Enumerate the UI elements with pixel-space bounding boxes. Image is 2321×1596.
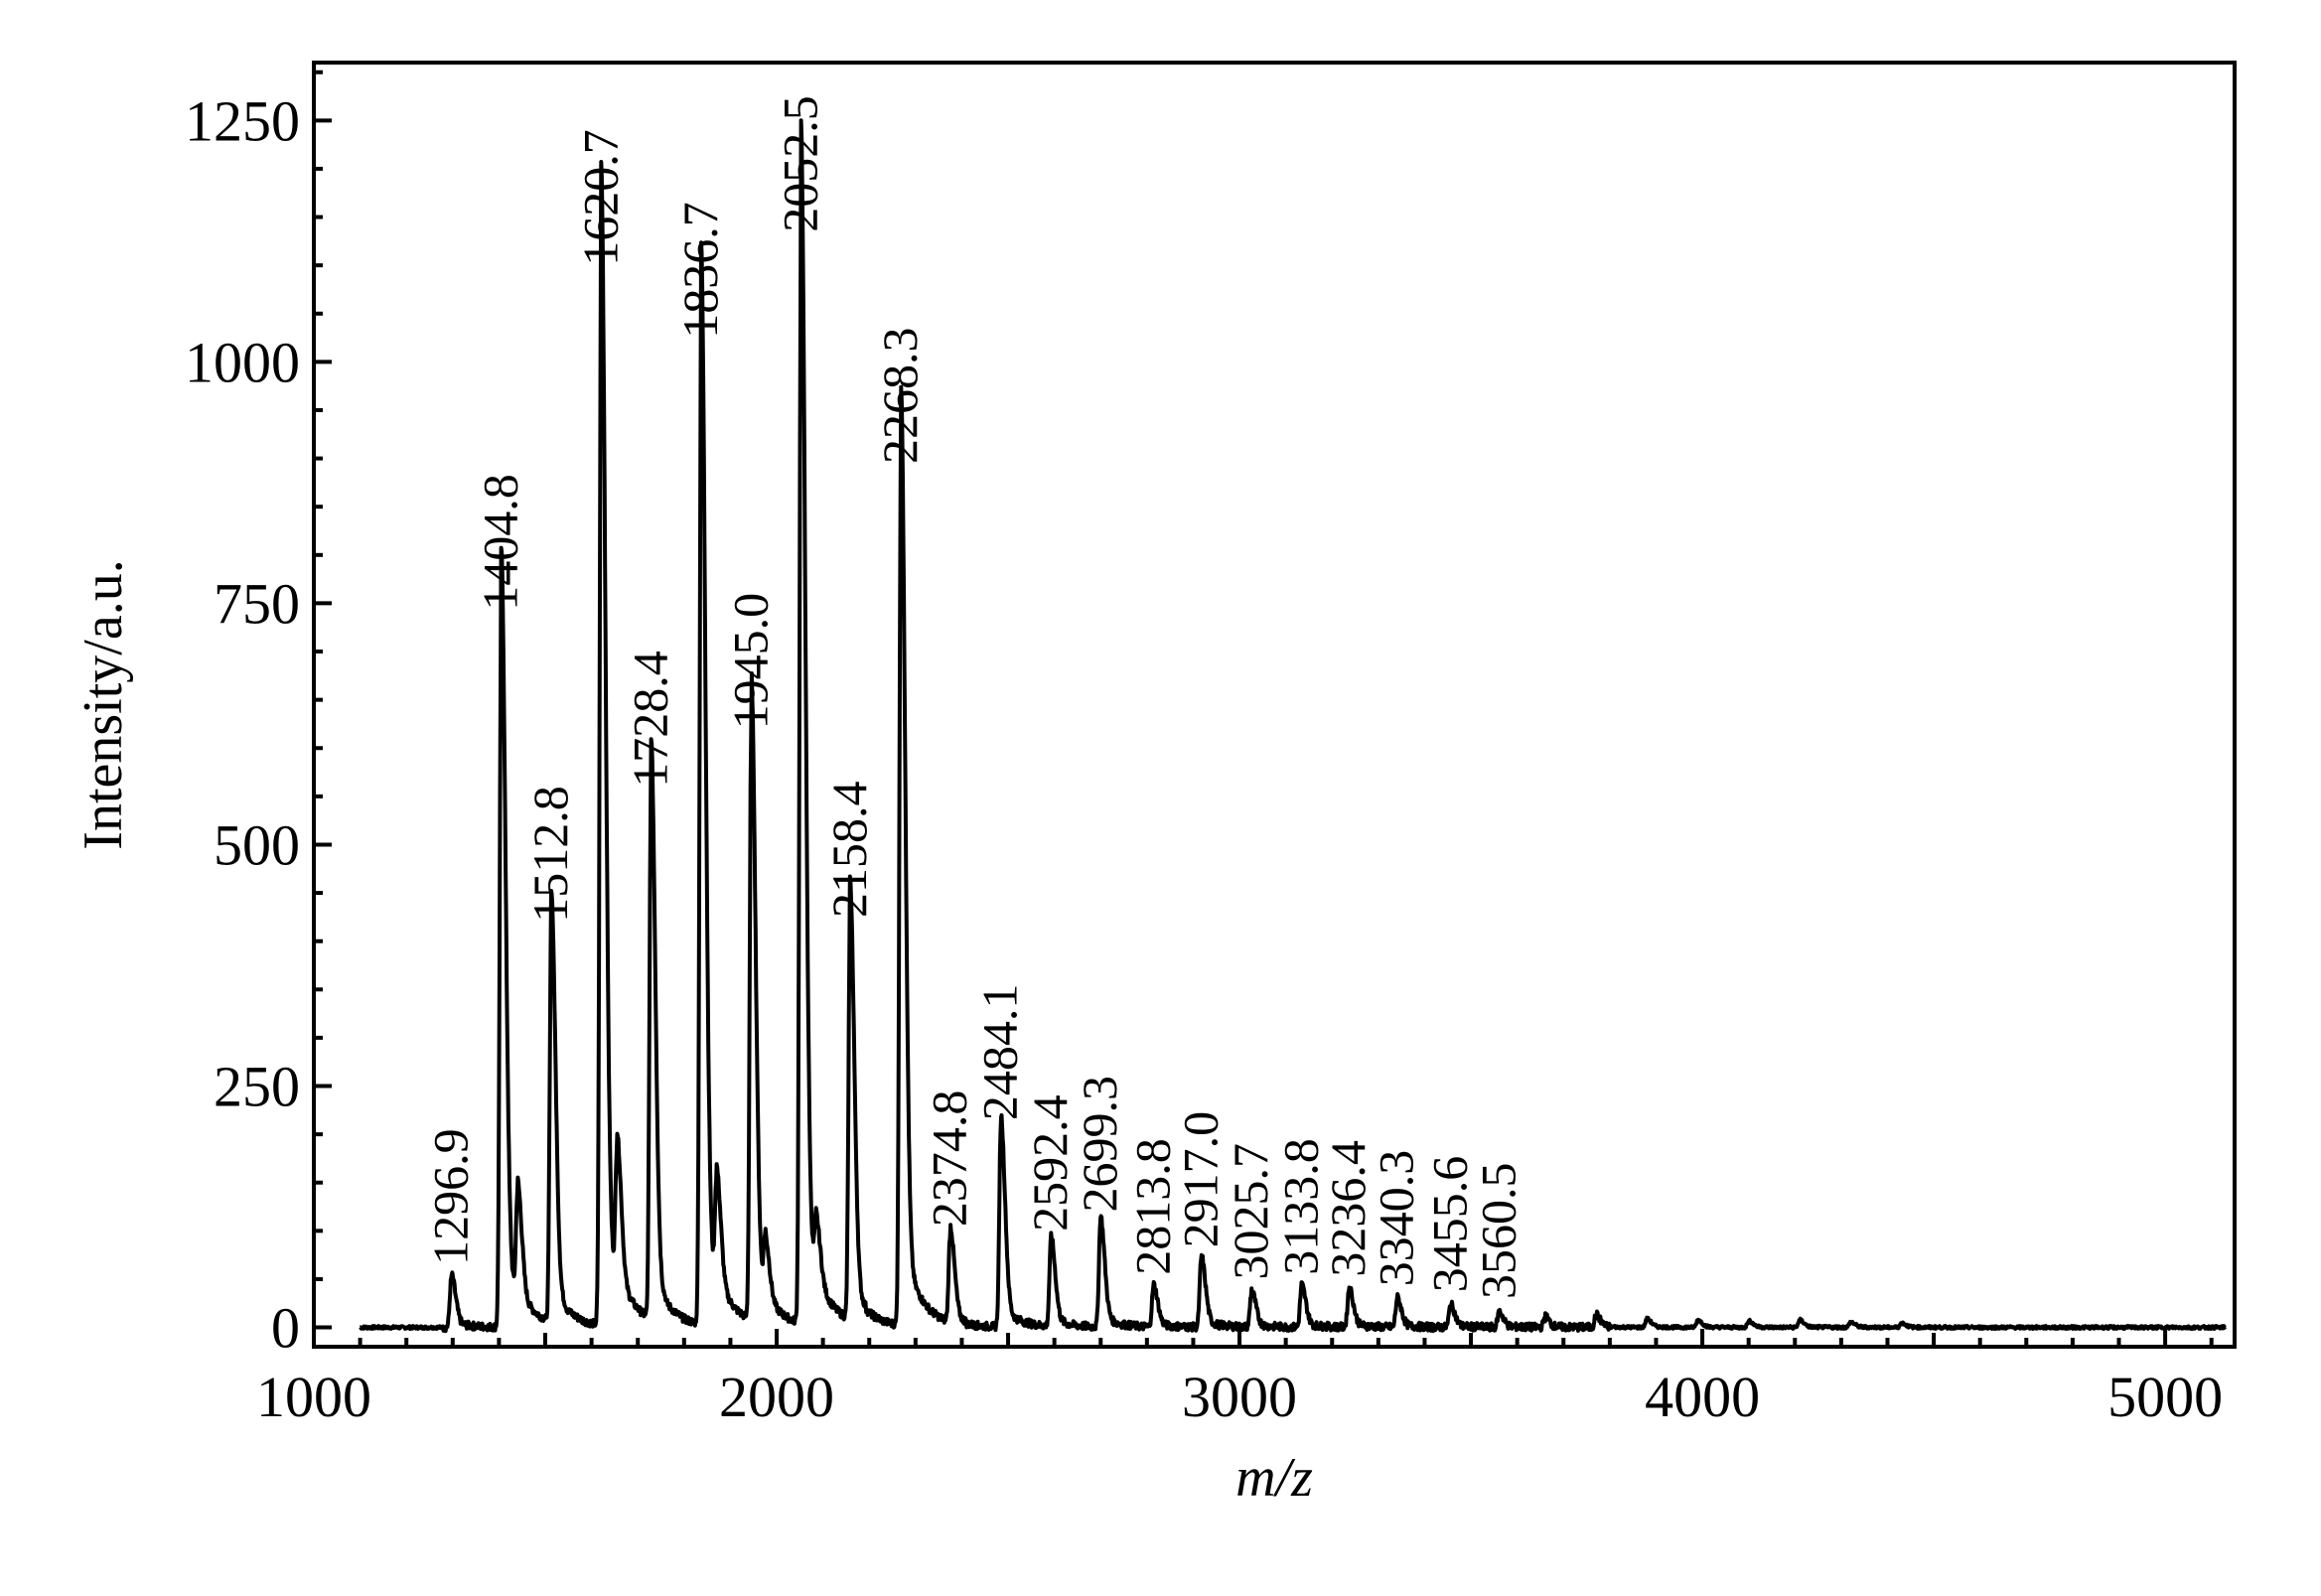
peak-label: 2699.3	[1072, 1076, 1127, 1213]
x-tick-label: 2000	[719, 1365, 834, 1429]
peak-label: 3340.3	[1369, 1150, 1424, 1287]
peak-label: 2052.5	[773, 95, 828, 232]
peak-label: 2813.8	[1124, 1138, 1180, 1275]
peak-label: 1620.7	[572, 129, 628, 266]
peak-label: 2484.1	[972, 984, 1028, 1121]
peak-label: 3236.4	[1320, 1140, 1376, 1277]
peak-label: 3455.6	[1421, 1156, 1477, 1293]
peak-label: 1836.7	[672, 202, 728, 339]
x-tick-label: 1000	[256, 1365, 371, 1429]
peak-label: 2374.8	[922, 1090, 977, 1228]
y-tick-label: 500	[214, 812, 300, 877]
y-tick-label: 1250	[185, 88, 300, 153]
peak-label: 2592.4	[1022, 1094, 1078, 1232]
y-axis-title: Intensity/a.u.	[73, 559, 134, 849]
peak-label: 1945.0	[722, 593, 778, 730]
y-tick-label: 750	[214, 571, 300, 636]
peak-label: 1512.8	[522, 786, 578, 923]
peak-label: 2158.4	[821, 782, 877, 919]
peak-label: 3025.7	[1223, 1143, 1278, 1280]
y-tick-label: 0	[271, 1296, 300, 1361]
peak-label: 3133.8	[1272, 1138, 1328, 1275]
x-axis-title: m/z	[1235, 1447, 1313, 1509]
peak-label: 3560.5	[1470, 1163, 1525, 1300]
peak-label: 1728.4	[623, 651, 678, 788]
spectrum-line	[359, 118, 2227, 1334]
peak-label: 2268.3	[872, 328, 928, 465]
plot-frame	[312, 61, 2237, 1349]
x-tick-label: 5000	[2107, 1365, 2223, 1429]
y-tick-label: 1000	[185, 330, 300, 394]
x-tick-label: 3000	[1182, 1365, 1297, 1429]
peak-labels: 1296.9 1404.8 1512.8 1620.7 1728.4 1836.7 1945…	[422, 95, 1525, 1299]
axis-tick-labels: 1000 2000 3000 4000 5000 0 250 500 750 1000 1250	[185, 88, 2223, 1429]
peak-label: 1404.8	[473, 474, 528, 611]
peak-label: 1296.9	[422, 1128, 478, 1265]
y-tick-label: 250	[214, 1055, 300, 1119]
peak-label: 2917.0	[1172, 1111, 1228, 1248]
x-tick-label: 4000	[1645, 1365, 1760, 1429]
